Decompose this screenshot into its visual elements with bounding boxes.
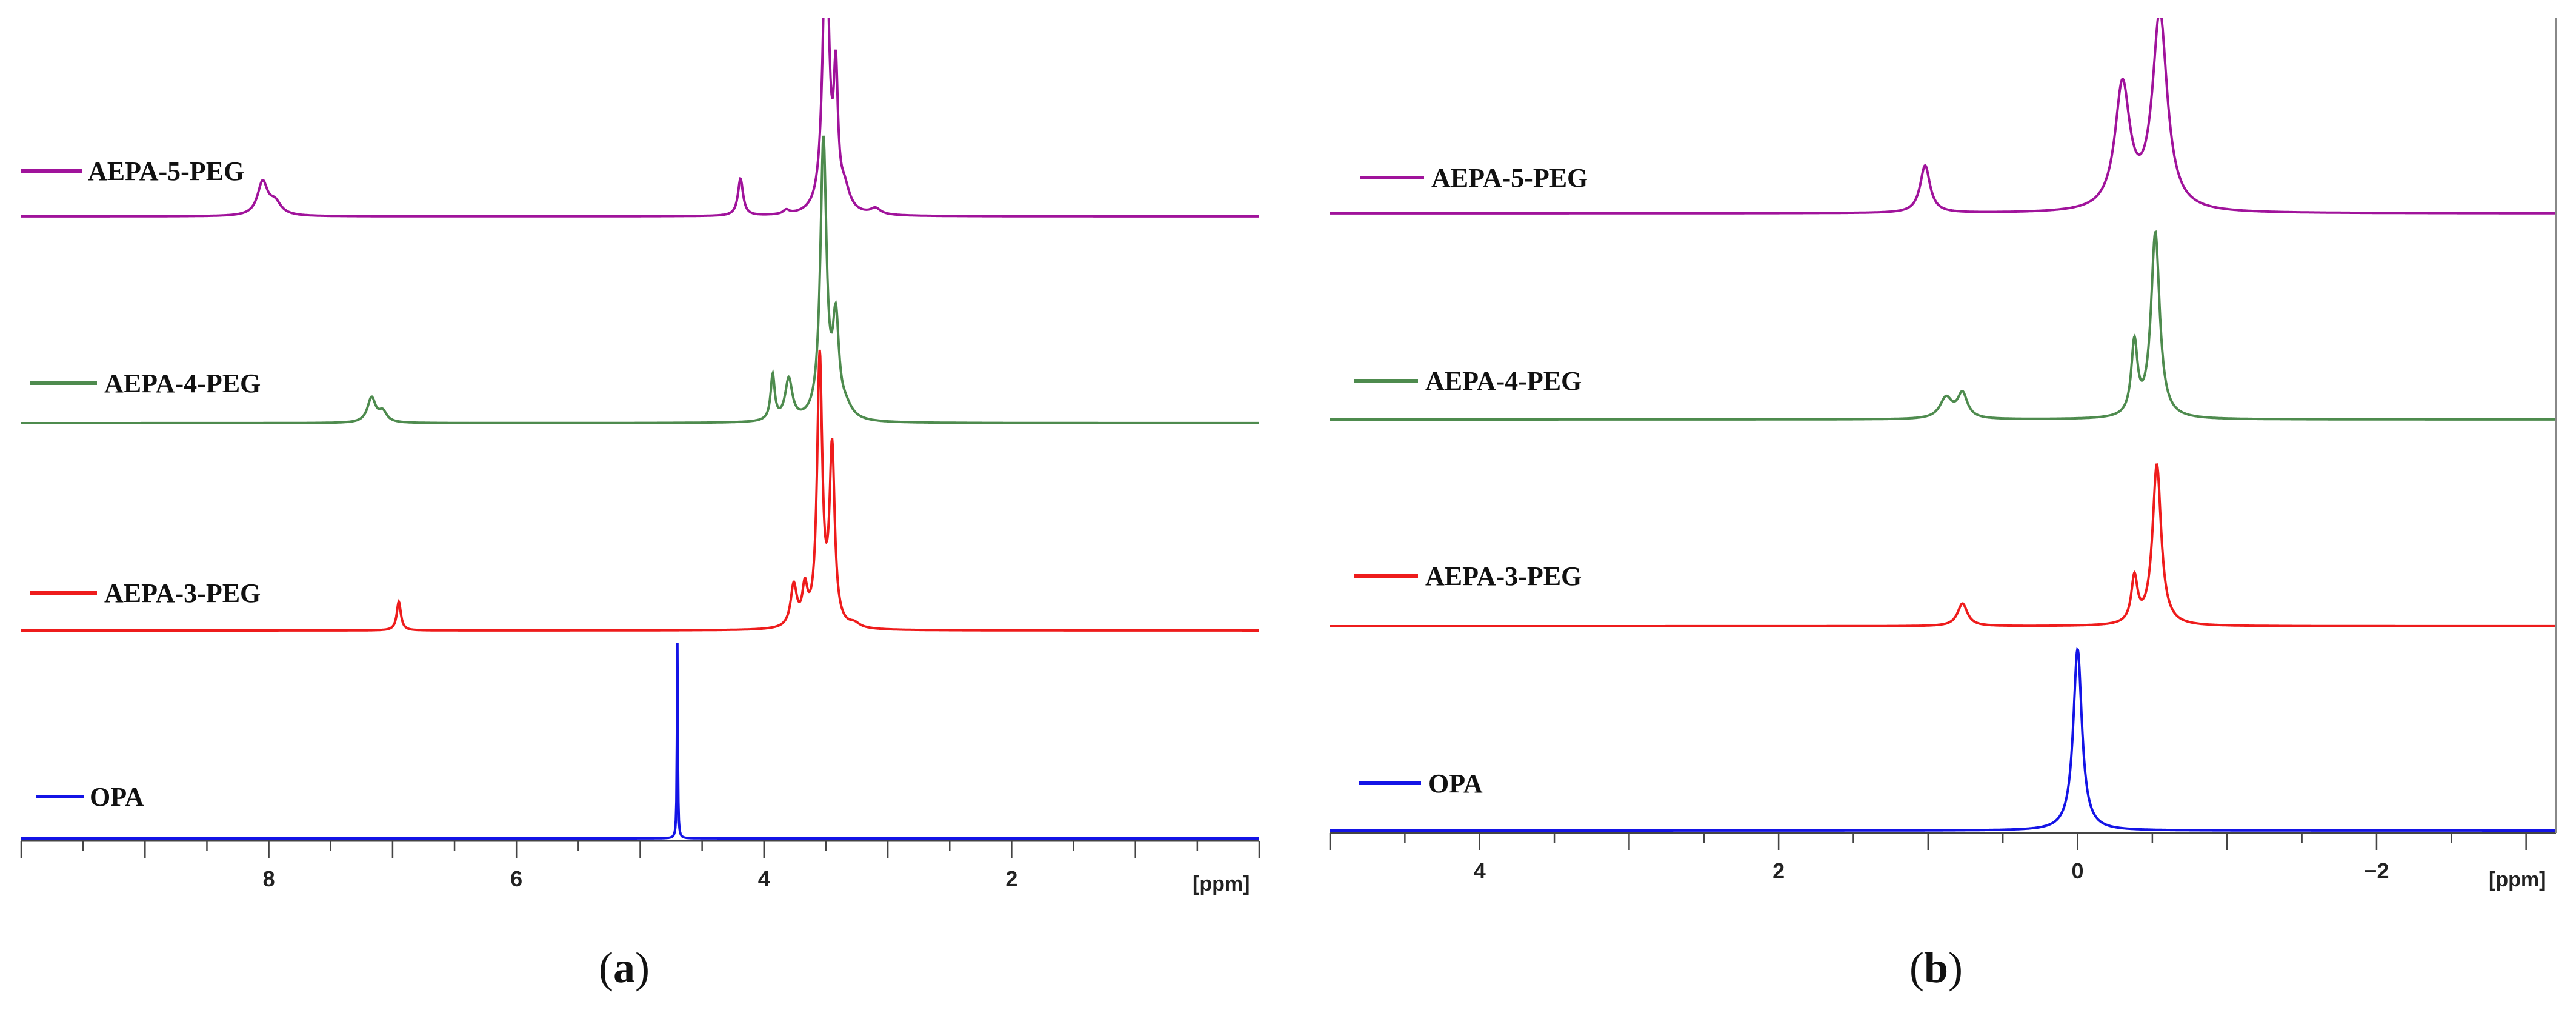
panel-a: AEPA-5-PEG AEPA-4-PEG AEPA-3-PEG OPA 8 6 4 2 [pp…: [20, 18, 1260, 992]
x-tick-label: 0: [2072, 858, 2084, 883]
x-tick-label: 4: [758, 866, 770, 891]
legend-label-aepa-4-peg: AEPA-4-PEG: [1425, 366, 1582, 396]
spectrum-line-aepa-3-peg: [1330, 463, 2556, 627]
spectrum-line-aepa-4-peg: [21, 135, 1259, 424]
x-axis-unit-label: [ppm]: [2489, 868, 2546, 891]
legend-label-opa: OPA: [1428, 769, 1483, 798]
spectrum-line-aepa-5-peg: [21, 18, 1259, 218]
panel-label: (a): [599, 943, 650, 992]
legend-label-opa: OPA: [90, 782, 144, 812]
legend-label-aepa-4-peg: AEPA-4-PEG: [104, 369, 261, 398]
spectrum-line-aepa-5-peg: [1330, 18, 2556, 215]
x-tick-label: 8: [263, 866, 275, 891]
x-tick-label: 2: [1005, 866, 1017, 891]
legend-label-aepa-3-peg: AEPA-3-PEG: [1425, 561, 1582, 591]
legend-label-aepa-5-peg: AEPA-5-PEG: [88, 156, 244, 186]
panel-b: AEPA-5-PEG AEPA-4-PEG AEPA-3-PEG OPA 4 2 0 −2 [p…: [1329, 18, 2557, 992]
spectrum-line-opa: [21, 642, 1259, 840]
spectrum-line-aepa-3-peg: [21, 349, 1259, 632]
x-tick-label: 2: [1772, 858, 1785, 883]
x-tick-label: −2: [2364, 858, 2389, 883]
legend-label-aepa-5-peg: AEPA-5-PEG: [1431, 163, 1588, 193]
spectrum-line-aepa-4-peg: [1330, 230, 2556, 421]
x-tick-label: 4: [1474, 858, 1486, 883]
panel-label: (b): [1909, 943, 1963, 992]
x-axis-unit-label: [ppm]: [1193, 872, 1250, 895]
legend-label-aepa-3-peg: AEPA-3-PEG: [104, 578, 261, 608]
x-tick-label: 6: [510, 866, 522, 891]
spectrum-line-opa: [1330, 647, 2556, 832]
